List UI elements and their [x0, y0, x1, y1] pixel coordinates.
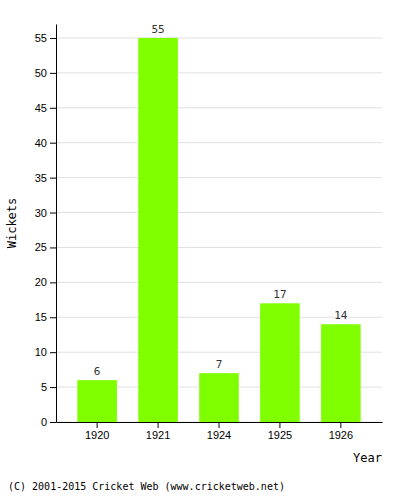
- x-tick-mark: [279, 422, 280, 428]
- y-tick-label: 5: [41, 381, 47, 393]
- x-tick: 1921: [146, 422, 170, 441]
- y-tick: 25: [35, 241, 56, 253]
- bar: [77, 380, 117, 422]
- grid-line: [56, 212, 382, 213]
- x-axis: 1920 1921 1924 1925 1926: [57, 422, 383, 441]
- y-tick-mark: [50, 282, 56, 283]
- x-tick-mark: [340, 422, 341, 428]
- y-tick-label: 15: [35, 311, 47, 323]
- x-tick-label: 1926: [329, 429, 353, 441]
- data-label: 6: [94, 365, 101, 378]
- bar: [138, 38, 178, 422]
- data-label: 17: [273, 288, 286, 301]
- bar: [260, 303, 300, 422]
- y-axis-title: Wickets: [5, 198, 19, 249]
- x-tick: 1925: [268, 422, 292, 441]
- x-tick-label: 1924: [207, 429, 231, 441]
- grid-line: [56, 282, 382, 283]
- y-tick: 5: [41, 381, 56, 393]
- x-axis-title: Year: [353, 451, 382, 465]
- y-tick: 50: [35, 67, 56, 79]
- x-tick-label: 1921: [146, 429, 170, 441]
- chart: 0510152025303540455055192019211924192519…: [0, 0, 400, 500]
- y-tick-mark: [50, 422, 56, 423]
- y-axis: 0 5 10 15 20 25 30 35 40 45 50 55: [35, 25, 57, 429]
- grid-line: [56, 107, 382, 108]
- grid-line: [56, 37, 382, 38]
- x-tick: 1924: [207, 422, 231, 441]
- y-tick-label: 35: [35, 172, 47, 184]
- y-tick: 35: [35, 172, 56, 184]
- grid-line: [56, 177, 382, 178]
- x-tick: 1926: [329, 422, 353, 441]
- y-tick-label: 40: [35, 137, 47, 149]
- y-tick-label: 45: [35, 102, 47, 114]
- y-tick-mark: [50, 387, 56, 388]
- y-tick-mark: [50, 213, 56, 214]
- grid: [56, 38, 382, 422]
- y-tick-label: 55: [35, 32, 47, 44]
- data-label: 55: [151, 23, 164, 36]
- footnote: (C) 2001-2015 Cricket Web (www.cricketwe…: [8, 481, 285, 492]
- plot: 0510152025303540455055192019211924192519…: [5, 23, 383, 465]
- y-tick: 55: [35, 32, 56, 44]
- y-tick-label: 50: [35, 67, 47, 79]
- y-tick-mark: [50, 108, 56, 109]
- y-tick: 0: [41, 416, 56, 428]
- y-tick: 40: [35, 137, 56, 149]
- y-tick-mark: [50, 143, 56, 144]
- y-tick-label: 0: [41, 416, 47, 428]
- x-tick-mark: [158, 422, 159, 428]
- y-tick: 10: [35, 346, 56, 358]
- y-tick-mark: [50, 317, 56, 318]
- x-tick-label: 1920: [85, 429, 109, 441]
- axis-line: [56, 25, 57, 423]
- y-tick-label: 10: [35, 346, 47, 358]
- y-tick-label: 20: [35, 276, 47, 288]
- x-tick-mark: [219, 422, 220, 428]
- y-tick: 45: [35, 102, 56, 114]
- y-tick: 20: [35, 276, 56, 288]
- y-tick: 30: [35, 207, 56, 219]
- y-tick-label: 25: [35, 241, 47, 253]
- y-tick-mark: [50, 352, 56, 353]
- y-tick-mark: [50, 178, 56, 179]
- data-labels: 6 55 7 17 14: [94, 23, 348, 378]
- bar: [199, 373, 239, 422]
- grid-line: [56, 72, 382, 73]
- x-tick-mark: [97, 422, 98, 428]
- bars: [77, 38, 360, 422]
- x-tick: 1920: [85, 422, 109, 441]
- x-tick-label: 1925: [268, 429, 292, 441]
- bar: [321, 324, 361, 422]
- y-tick-mark: [50, 38, 56, 39]
- y-tick-label: 30: [35, 207, 47, 219]
- y-tick-mark: [50, 247, 56, 248]
- data-label: 7: [216, 358, 223, 371]
- grid-line: [56, 247, 382, 248]
- grid-line: [56, 142, 382, 143]
- y-tick: 15: [35, 311, 56, 323]
- grid-line: [56, 317, 382, 318]
- data-label: 14: [334, 309, 348, 322]
- y-tick-mark: [50, 73, 56, 74]
